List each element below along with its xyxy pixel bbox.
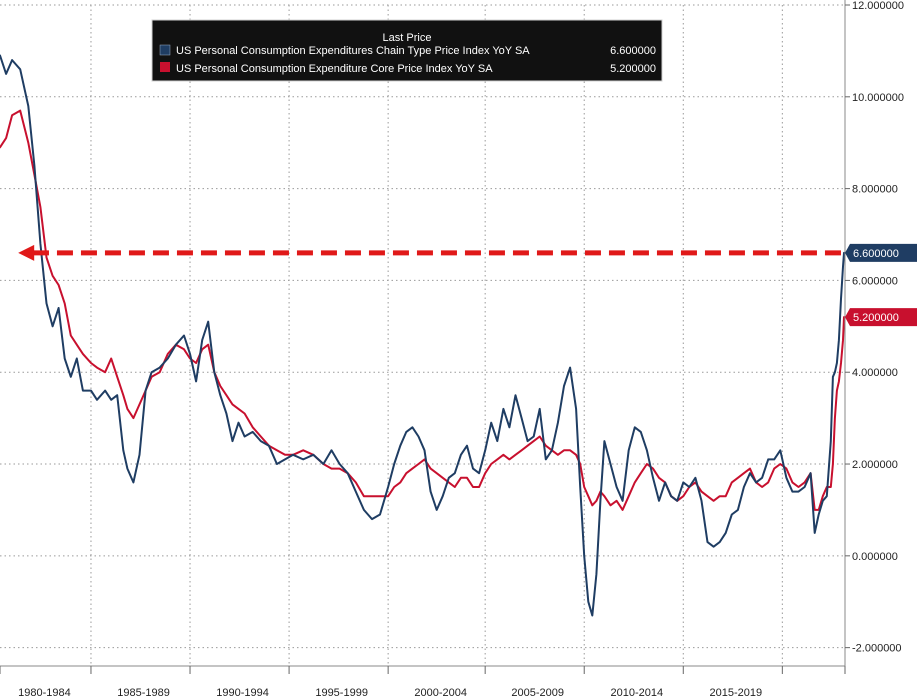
y-tick-label: -2.000000 — [852, 643, 902, 655]
x-axis: 1980-1984 1985-1989 1990-1994 1995-1999 2000… — [0, 666, 846, 699]
x-tick-label: 2015-2019 — [710, 687, 763, 699]
legend-value-series-0: 6.600000 — [610, 45, 656, 57]
grid-lines — [0, 4, 845, 666]
x-tick-label: 1995-1999 — [315, 687, 368, 699]
legend-name-series-0: US Personal Consumption Expenditures Cha… — [176, 45, 530, 57]
series-line-0 — [0, 54, 845, 617]
y-tick-label: 10.000000 — [852, 92, 904, 104]
y-tick-label: 4.000000 — [852, 367, 898, 379]
x-tick-label: 1980-1984 — [18, 687, 71, 699]
legend-name-series-1: US Personal Consumption Expenditure Core… — [176, 63, 493, 75]
x-tick-label: 1985-1989 — [117, 687, 170, 699]
legend-header: Last Price — [383, 32, 432, 44]
badge-shape — [845, 308, 917, 327]
y-tick-label: 2.000000 — [852, 459, 898, 471]
x-tick-label: 2005-2009 — [511, 687, 564, 699]
legend-box — [151, 19, 663, 82]
last-value-badge-0: 6.600000 — [845, 243, 917, 262]
last-value-badge-1: 5.200000 — [845, 308, 917, 327]
y-tick-label: 12.000000 — [852, 0, 904, 12]
legend-value-series-1: 5.200000 — [610, 63, 656, 75]
x-tick-label: 2010-2014 — [610, 687, 663, 699]
series-lines — [0, 54, 845, 617]
last-value-badges: 6.600000 5.200000 — [845, 243, 917, 327]
badge-value: 5.200000 — [853, 312, 899, 324]
legend-swatch-series-1 — [160, 62, 170, 72]
x-tick-label: 1990-1994 — [216, 687, 269, 699]
badge-value: 6.600000 — [853, 248, 899, 260]
legend: Last Price US Personal Consumption Expen… — [151, 19, 663, 82]
x-tick-label: 2000-2004 — [414, 687, 467, 699]
y-tick-label: 8.000000 — [852, 184, 898, 196]
badge-shape — [845, 243, 917, 262]
y-tick-label: 0.000000 — [852, 551, 898, 563]
reference-arrow-head — [18, 244, 35, 261]
reference-arrow — [18, 244, 841, 261]
y-tick-label: 6.000000 — [852, 275, 898, 287]
y-axis: -2.000000 0.000000 2.000000 4.000000 6.00000… — [845, 0, 904, 655]
legend-swatch-series-0 — [159, 44, 171, 56]
